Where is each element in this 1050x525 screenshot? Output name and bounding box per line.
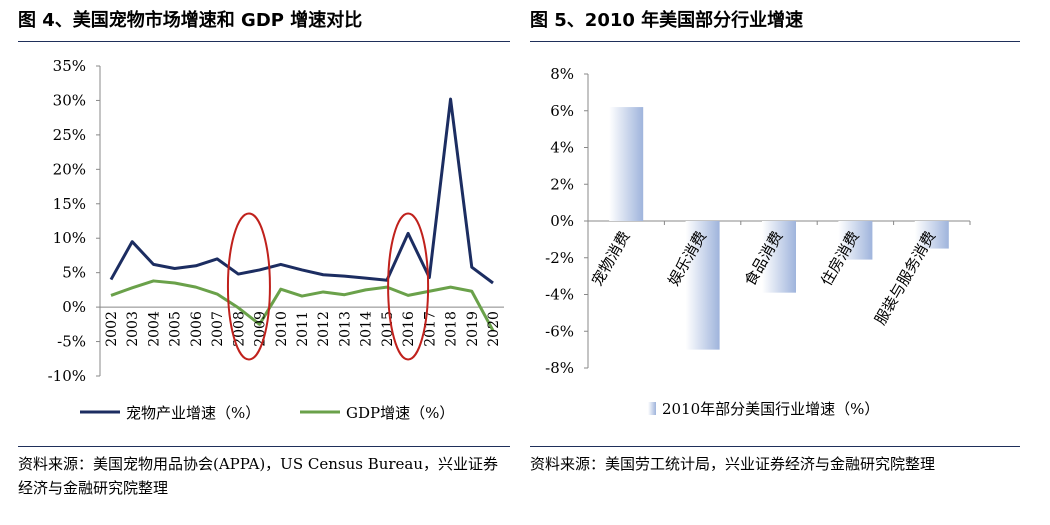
bar: [685, 221, 720, 350]
y-tick-label: -8%: [545, 359, 574, 377]
y-tick-label: -4%: [545, 286, 574, 304]
y-tick-label: -5%: [57, 333, 86, 351]
industry-growth-bar-chart: 8%6%4%2%0%-2%-4%-6%-8%宠物消费 娱乐消费 食品消费 住房消费 服装…: [545, 65, 971, 418]
y-tick-label: 35%: [53, 57, 86, 75]
right-figure-title: 图 5、2010 年美国部分行业增速: [530, 10, 804, 31]
x-tick-label: 2008: [231, 311, 247, 347]
x-tick-label: 2004: [146, 311, 162, 347]
gdp-growth-line: [110, 279, 495, 332]
y-tick-label: -2%: [545, 249, 574, 267]
legend-label: GDP增速（%）: [346, 404, 454, 422]
legend-label: 2010年部分美国行业增速（%）: [662, 400, 879, 418]
right-source-note: 资料来源：美国劳工统计局，兴业证券经济与金融研究院整理: [530, 455, 936, 473]
x-tick-label: 2012: [316, 311, 332, 347]
x-tick-label: 2010: [274, 311, 290, 347]
x-tick-label: 2014: [359, 311, 375, 347]
y-tick-label: -6%: [545, 322, 574, 340]
x-tick-label: 2013: [337, 311, 353, 347]
x-tick-label: 2020: [486, 311, 502, 347]
right-source-rule: [530, 446, 1020, 447]
legend-swatch: [648, 402, 656, 415]
highlight-ellipse-2008-2009: [226, 212, 271, 361]
x-tick-label: 2015: [380, 311, 396, 347]
left-source-note: 资料来源：美国宠物用品协会(APPA)，US Census Bureau，兴业证…: [18, 455, 499, 497]
bar: [762, 221, 796, 293]
y-tick-label: 4%: [550, 139, 574, 157]
y-tick-label: 2%: [550, 175, 574, 193]
x-tick-label: 2018: [444, 311, 460, 347]
y-tick-label: 6%: [550, 102, 574, 120]
x-tick-label: 2006: [189, 311, 205, 347]
legend-label: 宠物产业增速（%）: [126, 404, 260, 422]
y-tick-label: 0%: [62, 298, 86, 316]
right-title-rule: [530, 41, 1020, 42]
left-source-rule: [18, 446, 510, 447]
left-figure-title: 图 4、美国宠物市场增速和 GDP 增速对比: [18, 10, 363, 31]
x-tick-label: 2019: [465, 311, 481, 347]
y-tick-label: 30%: [53, 91, 86, 109]
left-title-rule: [18, 41, 510, 42]
bar: [838, 221, 873, 260]
pet-growth-line: [109, 97, 494, 285]
y-tick-label: 25%: [53, 126, 86, 144]
bar: [609, 107, 644, 221]
x-category-label: 服装与服务消费: [871, 228, 939, 328]
y-tick-label: 15%: [53, 195, 86, 213]
x-tick-label: 2005: [168, 311, 184, 347]
x-category-label: 宠物消费: [588, 228, 634, 289]
pet-vs-gdp-line-chart: 35% 30% 25% 20% 15% 10% 5% 0% -5% -10% 2002 2003 200…: [48, 57, 504, 422]
x-tick-label: 2007: [210, 311, 226, 347]
y-tick-label: 20%: [53, 160, 86, 178]
x-tick-label: 2016: [401, 311, 417, 347]
x-tick-label: 2011: [295, 311, 311, 347]
highlight-ellipse-2016: [387, 212, 430, 361]
x-tick-label: 2002: [104, 311, 120, 347]
y-tick-label: -10%: [48, 367, 86, 385]
y-tick-label: 0%: [550, 212, 574, 230]
x-tick-label: 2003: [125, 311, 141, 347]
bar: [914, 221, 949, 249]
y-tick-label: 5%: [62, 264, 86, 282]
y-tick-label: 8%: [550, 65, 574, 83]
y-tick-label: 10%: [53, 229, 86, 247]
